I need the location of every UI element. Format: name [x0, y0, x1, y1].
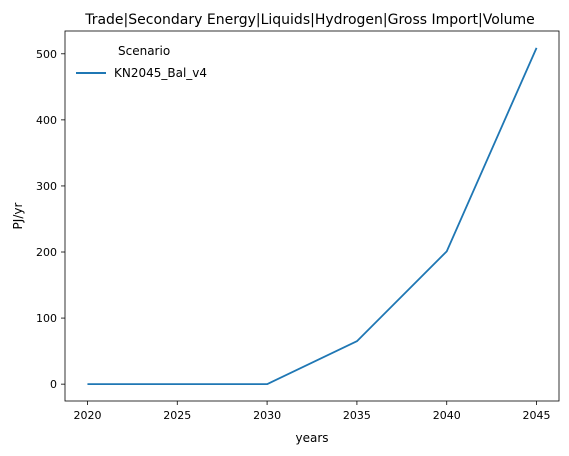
x-tick-label: 2045 [523, 409, 551, 422]
plot-frame [64, 30, 560, 402]
data-point [445, 249, 449, 253]
data-point [85, 382, 89, 386]
y-tick-label: 200 [36, 246, 57, 259]
data-point [175, 382, 179, 386]
series-line-kn2045-bal-v4 [87, 47, 538, 386]
chart-title: Trade|Secondary Energy|Liquids|Hydrogen|… [84, 12, 535, 28]
x-tick-label: 2020 [73, 409, 101, 422]
y-tick-label: 400 [36, 114, 57, 127]
x-axis-ticks: 2020 2025 2030 2035 2040 2045 [73, 401, 551, 422]
legend-label-kn2045-bal-v4: KN2045_Bal_v4 [114, 66, 207, 80]
plot-area: 2020 2025 2030 2035 2040 2045 0 100 200 300 400 50… [36, 30, 560, 422]
data-point [355, 339, 359, 343]
y-tick-label: 300 [36, 180, 57, 193]
x-tick-label: 2035 [343, 409, 371, 422]
data-point [265, 382, 269, 386]
y-tick-label: 0 [50, 378, 57, 391]
x-tick-label: 2025 [163, 409, 191, 422]
x-tick-label: 2040 [433, 409, 461, 422]
data-point [534, 46, 538, 50]
y-axis-label: PJ/yr [11, 203, 25, 230]
y-tick-label: 100 [36, 312, 57, 325]
legend: Scenario KN2045_Bal_v4 [76, 44, 207, 80]
x-axis-label: years [295, 431, 328, 445]
series-layer [85, 46, 538, 386]
y-axis-ticks: 0 100 200 300 400 500 [36, 48, 65, 391]
legend-title: Scenario [118, 44, 170, 58]
y-tick-label: 500 [36, 48, 57, 61]
x-tick-label: 2030 [253, 409, 281, 422]
